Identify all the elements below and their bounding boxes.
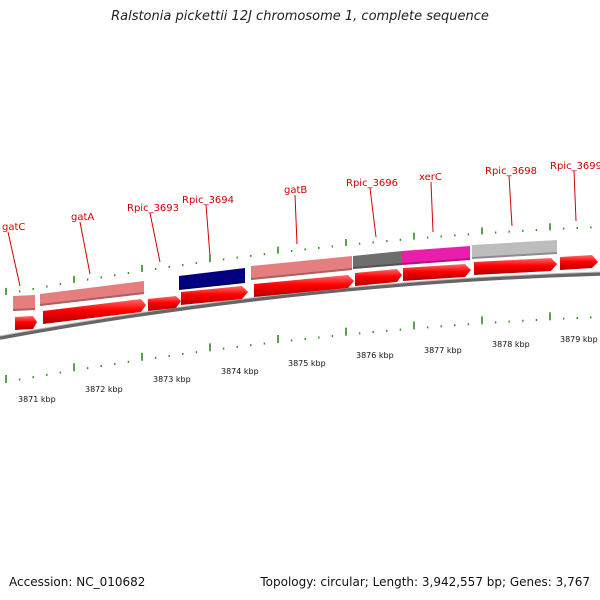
gene-label-gatA[interactable]: gatA bbox=[71, 212, 94, 223]
upper-tick-row bbox=[5, 223, 592, 295]
gene-label-xerC[interactable]: xerC bbox=[419, 172, 442, 183]
gene-label-gatB[interactable]: gatB bbox=[284, 185, 307, 196]
gene-feature-Rpic_3696[interactable] bbox=[353, 251, 402, 269]
gene-feature-Rpic_3694[interactable] bbox=[179, 268, 245, 290]
cds-arrow-Rpic_3696[interactable] bbox=[355, 269, 402, 286]
gene-feature-gatA[interactable] bbox=[40, 281, 144, 306]
gene-feature-Rpic_3698[interactable] bbox=[472, 240, 557, 259]
gene-label-Rpic_3693[interactable]: Rpic_3693 bbox=[127, 203, 179, 214]
scale-label-3879: 3879 kbp bbox=[560, 335, 598, 344]
feature-track bbox=[12, 240, 558, 311]
gene-label-Rpic_3696[interactable]: Rpic_3696 bbox=[346, 178, 398, 189]
scale-tick-row bbox=[5, 312, 592, 383]
cds-arrow-gatA[interactable] bbox=[43, 299, 146, 324]
gene-feature-xerC[interactable] bbox=[402, 246, 470, 265]
cds-arrow-Rpic_3694[interactable] bbox=[181, 286, 248, 305]
gene-feature-gatC[interactable] bbox=[13, 295, 35, 311]
cds-arrow-xerC[interactable] bbox=[403, 264, 471, 281]
accession-text: Accession: NC_010682 bbox=[9, 575, 146, 589]
scale-label-3875: 3875 kbp bbox=[288, 359, 326, 368]
topology-summary: Topology: circular; Length: 3,942,557 bp… bbox=[260, 575, 590, 589]
gene-label-leaders bbox=[7, 170, 577, 287]
scale-labels: 3871 kbp 3872 kbp 3873 kbp 3874 kbp 3875… bbox=[18, 335, 598, 404]
scale-label-3877: 3877 kbp bbox=[424, 346, 462, 355]
map-title: Ralstonia pickettii 12J chromosome 1, co… bbox=[111, 9, 489, 24]
scale-label-3874: 3874 kbp bbox=[221, 367, 259, 376]
scale-label-3878: 3878 kbp bbox=[492, 340, 530, 349]
cds-arrow-gatB[interactable] bbox=[254, 275, 354, 297]
gene-label-Rpic_3694[interactable]: Rpic_3694 bbox=[182, 195, 234, 206]
gene-label-Rpic_3698[interactable]: Rpic_3698 bbox=[485, 166, 537, 177]
scale-label-3873: 3873 kbp bbox=[153, 375, 191, 384]
backbone-line bbox=[0, 272, 600, 340]
gene-feature-gatB[interactable] bbox=[251, 256, 352, 280]
scale-label-3871: 3871 kbp bbox=[18, 395, 56, 404]
cds-arrow-Rpic_3699[interactable] bbox=[560, 255, 598, 270]
cds-arrow-gatC[interactable] bbox=[15, 316, 37, 330]
gene-label-gatC[interactable]: gatC bbox=[2, 222, 25, 233]
gene-labels: gatC gatA Rpic_3693 Rpic_3694 gatB Rpic_… bbox=[2, 161, 600, 233]
cds-track bbox=[15, 255, 598, 330]
scale-label-3872: 3872 kbp bbox=[85, 385, 123, 394]
cds-arrow-Rpic_3698[interactable] bbox=[474, 258, 557, 275]
scale-label-3876: 3876 kbp bbox=[356, 351, 394, 360]
cds-arrow-Rpic_3693[interactable] bbox=[148, 296, 181, 311]
gene-label-Rpic_3699[interactable]: Rpic_3699 bbox=[550, 161, 600, 172]
